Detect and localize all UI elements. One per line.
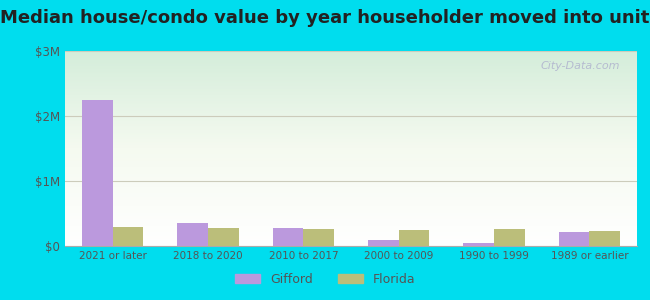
Bar: [177, 223, 208, 246]
Bar: [112, 226, 143, 246]
Bar: [368, 239, 398, 246]
Bar: [559, 232, 590, 246]
Bar: [590, 231, 620, 246]
Legend: Gifford, Florida: Gifford, Florida: [230, 268, 420, 291]
Bar: [304, 229, 334, 246]
Text: Median house/condo value by year householder moved into unit: Median house/condo value by year househo…: [0, 9, 650, 27]
Bar: [82, 100, 112, 246]
Bar: [208, 228, 239, 246]
Bar: [398, 230, 429, 246]
Bar: [463, 243, 494, 246]
Bar: [273, 229, 304, 246]
Bar: [494, 229, 525, 246]
Text: City-Data.com: City-Data.com: [540, 61, 620, 71]
